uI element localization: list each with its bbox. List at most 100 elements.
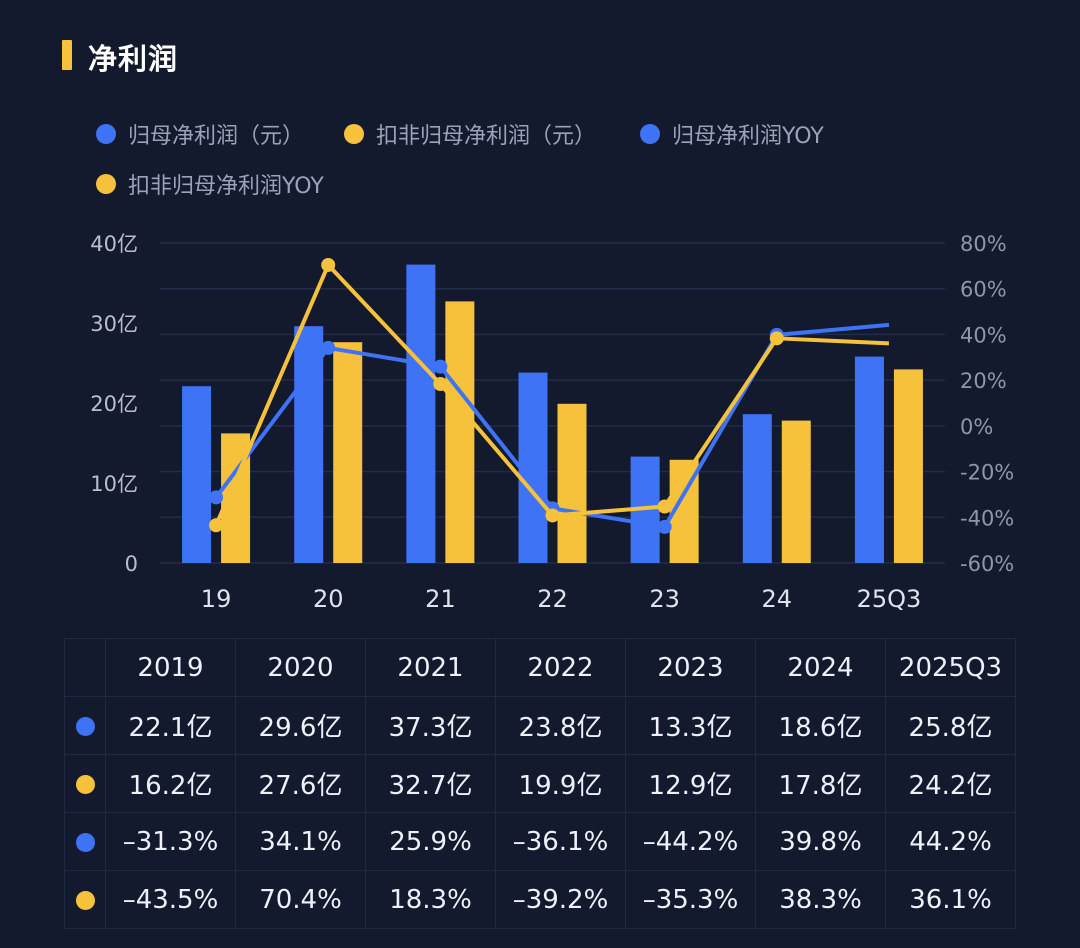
table-cell: 38.3%: [755, 870, 886, 929]
legend-label: 扣非归母净利润（元）: [376, 124, 597, 149]
table-header-cell: 2023: [625, 638, 756, 697]
legend-label: 归母净利润YOY: [672, 124, 824, 149]
row-marker-cell: [64, 754, 106, 813]
series-dot-icon: [75, 774, 95, 794]
net-profit-chart: 0 10亿 20亿 30亿 40亿 -60% -40% -20% 0% 20% 40% 60% 80% 1…: [90, 232, 1014, 613]
bar-net-profit: [294, 326, 324, 563]
table-row: –43.5% 70.4% 18.3% –39.2% –35.3% 38.3% 3…: [64, 870, 1016, 929]
x-axis-tick-label: 19: [201, 585, 232, 613]
table-cell: 70.4%: [235, 870, 366, 929]
point-net-profit-yoy: [321, 340, 336, 355]
legend-dot-icon: [640, 124, 660, 144]
left-axis-tick-label: 20亿: [90, 392, 138, 416]
legend-dot-icon: [96, 124, 116, 144]
table-cell: 27.6亿: [235, 754, 366, 813]
data-table: 2019 2020 2021 2022 2023 2024 2025Q3 22.…: [64, 638, 1016, 929]
left-axis-tick-label: 10亿: [90, 472, 138, 496]
left-axis-tick-label: 0: [125, 552, 138, 576]
right-axis-tick-label: 20%: [960, 369, 1007, 393]
table-header-row: 2019 2020 2021 2022 2023 2024 2025Q3: [64, 638, 1016, 697]
point-net-profit-yoy: [433, 359, 448, 374]
right-axis-tick-label: -60%: [960, 552, 1014, 576]
table-cell: 13.3亿: [625, 696, 756, 755]
bar-deducted-net-profit: [333, 342, 363, 563]
legend-label: 归母净利润（元）: [128, 124, 305, 149]
table-cell: 18.3%: [365, 870, 496, 929]
table-cell: –44.2%: [625, 812, 756, 871]
right-axis-tick-label: 0%: [960, 415, 993, 439]
table-cell: –39.2%: [495, 870, 626, 929]
right-axis-tick-label: 40%: [960, 323, 1007, 347]
table-cell: 39.8%: [755, 812, 886, 871]
legend-item-net-profit-yoy[interactable]: 归母净利润YOY: [640, 118, 824, 150]
x-axis-tick-label: 20: [313, 585, 344, 613]
page-title: 净利润: [88, 42, 179, 76]
point-deducted-net-profit-yoy: [657, 499, 672, 514]
x-axis-tick-label: 23: [649, 585, 680, 613]
x-axis-tick-label: 24: [762, 585, 793, 613]
row-marker-cell: [64, 870, 106, 929]
legend-item-net-profit[interactable]: 归母净利润（元）: [96, 118, 304, 150]
bar-net-profit: [742, 414, 772, 563]
series-dot-icon: [75, 832, 95, 852]
table-cell: –31.3%: [105, 812, 236, 871]
table-cell: 36.1%: [885, 870, 1016, 929]
title-accent-bar: [62, 40, 72, 70]
point-deducted-net-profit-yoy: [769, 331, 784, 346]
legend-dot-icon: [96, 174, 116, 194]
legend-item-deducted-net-profit[interactable]: 扣非归母净利润（元）: [344, 118, 596, 150]
point-deducted-net-profit-yoy: [209, 518, 224, 533]
table-row: 16.2亿 27.6亿 32.7亿 19.9亿 12.9亿 17.8亿 24.2…: [64, 754, 1016, 813]
bar-deducted-net-profit: [893, 369, 923, 563]
legend-dot-icon: [344, 124, 364, 144]
table-header-cell: 2025Q3: [885, 638, 1016, 697]
table-row: 22.1亿 29.6亿 37.3亿 23.8亿 13.3亿 18.6亿 25.8…: [64, 696, 1016, 755]
table-cell: 23.8亿: [495, 696, 626, 755]
table-header-cell: 2021: [365, 638, 496, 697]
left-axis-tick-label: 30亿: [90, 312, 138, 336]
table-cell: 24.2亿: [885, 754, 1016, 813]
table-cell: 17.8亿: [755, 754, 886, 813]
bar-deducted-net-profit: [557, 403, 587, 563]
right-axis-tick-label: 80%: [960, 232, 1007, 256]
table-cell: –36.1%: [495, 812, 626, 871]
right-axis-tick-label: 60%: [960, 278, 1007, 302]
table-cell: 19.9亿: [495, 754, 626, 813]
table-row: –31.3% 34.1% 25.9% –36.1% –44.2% 39.8% 4…: [64, 812, 1016, 871]
table-header-cell: 2020: [235, 638, 366, 697]
left-axis-tick-label: 40亿: [90, 232, 138, 256]
legend-item-deducted-net-profit-yoy[interactable]: 扣非归母净利润YOY: [96, 168, 324, 200]
table-cell: –35.3%: [625, 870, 756, 929]
table-header-cell: 2022: [495, 638, 626, 697]
legend-label: 扣非归母净利润YOY: [128, 174, 324, 199]
x-axis-tick-label: 21: [425, 585, 456, 613]
row-marker-cell: [64, 812, 106, 871]
x-axis-tick-label: 25Q3: [857, 585, 922, 613]
bar-deducted-net-profit: [445, 301, 475, 563]
right-axis-tick-label: -20%: [960, 461, 1014, 485]
point-deducted-net-profit-yoy: [433, 377, 448, 392]
row-marker-cell: [64, 696, 106, 755]
table-header-cell: 2019: [105, 638, 236, 697]
table-header-cell: 2024: [755, 638, 886, 697]
table-cell: 37.3亿: [365, 696, 496, 755]
table-cell: 22.1亿: [105, 696, 236, 755]
right-axis-tick-label: -40%: [960, 506, 1014, 530]
table-cell: 32.7亿: [365, 754, 496, 813]
table-cell: 25.8亿: [885, 696, 1016, 755]
bar-deducted-net-profit: [781, 420, 811, 563]
table-cell: 12.9亿: [625, 754, 756, 813]
point-net-profit-yoy: [209, 490, 224, 505]
point-deducted-net-profit-yoy: [545, 508, 560, 523]
x-axis-tick-label: 22: [537, 585, 568, 613]
table-corner-cell: [64, 638, 106, 697]
table-cell: 18.6亿: [755, 696, 886, 755]
table-cell: 25.9%: [365, 812, 496, 871]
bar-net-profit: [854, 356, 884, 563]
point-net-profit-yoy: [657, 519, 672, 534]
bar-net-profit: [406, 264, 436, 563]
table-cell: 44.2%: [885, 812, 1016, 871]
table-cell: 29.6亿: [235, 696, 366, 755]
table-cell: 34.1%: [235, 812, 366, 871]
series-dot-icon: [75, 716, 95, 736]
